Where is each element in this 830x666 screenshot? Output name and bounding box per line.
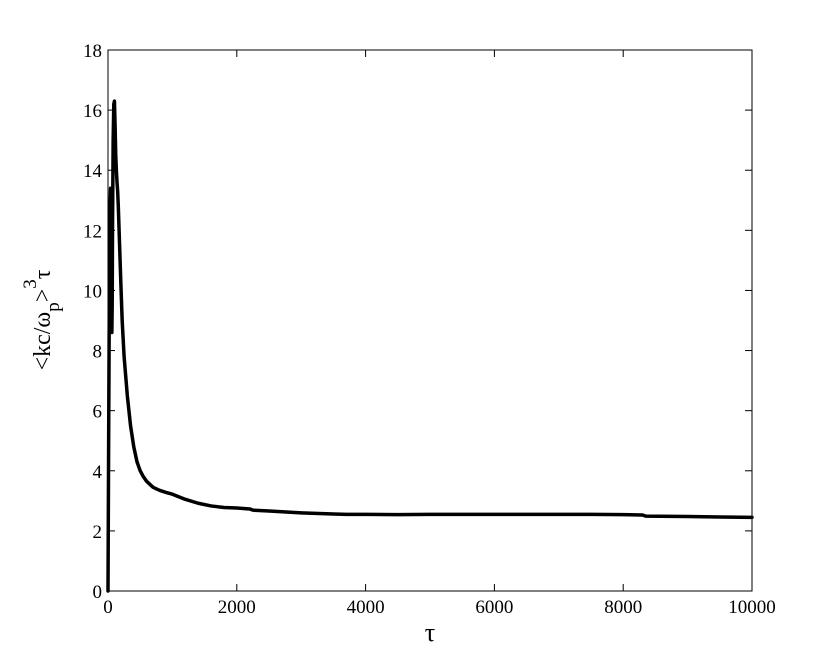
y-axis-title-superscript: 3	[20, 279, 41, 289]
y-tick-label: 8	[93, 342, 103, 363]
y-axis-title: <kc/ωp>3τ	[20, 269, 64, 370]
x-tick-label: 6000	[475, 597, 513, 618]
x-axis-title: τ	[425, 618, 435, 647]
series-line	[106, 99, 754, 593]
y-tick-label: 12	[83, 221, 102, 242]
y-tick-label: 16	[83, 101, 102, 122]
x-tick-label: 2000	[218, 597, 256, 618]
y-tick-label: 0	[93, 582, 103, 603]
y-tick-label: 10	[83, 281, 102, 302]
x-tick-label: 0	[103, 597, 113, 618]
x-tick-label: 10000	[728, 597, 776, 618]
plot-area	[107, 49, 753, 592]
x-tick-label: 4000	[347, 597, 385, 618]
y-tick-label: 2	[93, 522, 103, 543]
y-tick-label: 18	[83, 41, 102, 62]
y-axis-title-subscript: p	[43, 302, 64, 312]
y-axis-title-prefix: <kc/ω	[30, 312, 56, 371]
y-axis-title-close: >	[30, 289, 56, 303]
y-tick-label: 14	[83, 161, 103, 182]
y-tick-label: 4	[93, 462, 103, 483]
y-axis-title-suffix: τ	[30, 269, 56, 279]
y-tick-label: 6	[93, 402, 103, 423]
x-axis: 0 2000 4000 6000 8000 10000	[103, 50, 776, 618]
x-tick-label: 8000	[604, 597, 642, 618]
